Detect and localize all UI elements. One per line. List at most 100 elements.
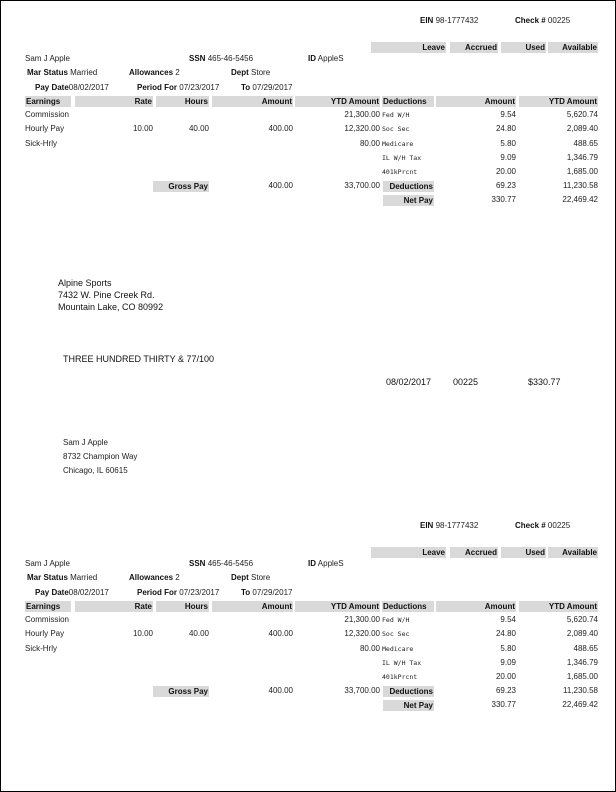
deduction-ytd: 1,685.00 [566,167,598,177]
ein: EIN 98-1777432 [420,16,479,25]
earning-ytd: 80.00 [359,138,380,148]
deduction-name: Medicare [382,139,414,148]
pay-date: Pay Date08/02/2017 [35,588,109,597]
allowances: Allowances 2 [129,573,180,582]
used-header: Used [501,547,546,558]
accrued-header: Accrued [450,547,498,558]
leave-header: Leave [371,547,446,558]
deduction-ytd: 1,346.79 [566,657,598,667]
earning-name: Sick-Hrly [25,643,57,653]
deduction-ytd: 1,346.79 [566,152,598,162]
deduction-name: 401kPrcnt [382,168,418,177]
period-to: To 07/29/2017 [241,83,293,92]
net-pay: 330.77 [491,195,516,204]
deduction-ytd: 2,089.40 [566,629,598,639]
ssn: SSN 465-46-5456 [189,559,254,568]
rate-header: Rate [75,601,153,612]
deduction-amount: 9.54 [500,615,516,624]
rate-header: Rate [75,96,153,107]
deduction-name: IL W/H Tax [382,658,422,667]
accrued-header: Accrued [450,42,498,53]
deduction-amount: 24.80 [495,124,516,134]
deduction-name: Soc Sec [382,125,410,134]
gross-pay-label: Gross Pay [153,181,209,192]
deduction-ytd-header: YTD Amount [519,96,598,107]
earning-ytd: 12,320.00 [344,629,380,639]
deduction-name: Fed W/H [382,616,410,624]
earning-name: Commission [25,110,70,119]
gross-pay-label: Gross Pay [153,686,209,697]
gross-ytd: 33,700.00 [344,181,380,190]
deductions-total-label: Deductions [383,686,434,697]
check-number: Check # 00225 [515,16,571,25]
check-number: 00225 [453,377,479,387]
employee-name: Sam J Apple [25,54,70,63]
deduction-amount: 9.09 [500,152,516,162]
deductions-total: 69.23 [495,181,516,190]
hours-header: Hours [156,601,209,612]
deduction-ytd: 488.65 [573,138,598,148]
deductions-header: Deductions [382,601,434,612]
employee-id: ID AppleS [308,54,344,63]
deduction-amount: 9.54 [500,110,516,119]
deduction-ytd: 5,620.74 [566,110,598,119]
net-pay-label: Net Pay [383,700,434,711]
employee-id: ID AppleS [308,559,344,568]
payee-address: 8732 Champion Way [63,452,138,461]
earning-ytd: 21,300.00 [344,615,380,624]
amount-words: THREE HUNDRED THIRTY & 77/100 [63,354,215,364]
deduction-name: 401kPrcnt [382,673,418,682]
deductions-ytd: 11,230.58 [563,181,598,190]
used-header: Used [501,42,546,53]
net-ytd: 22,469.42 [562,700,598,709]
period-for: Period For 07/23/2017 [137,83,220,92]
deductions-total: 69.23 [495,686,516,695]
department: Dept Store [231,573,271,582]
deductions-header: Deductions [382,96,434,107]
ytd-amount-header: YTD Amount [295,96,380,107]
earnings-header: Earnings [25,96,71,107]
earning-hours: 40.00 [188,629,209,639]
earning-name: Hourly Pay [25,629,65,639]
company-address: 7432 W. Pine Creek Rd. [58,290,155,300]
earning-name: Commission [25,615,70,624]
ein: EIN 98-1777432 [420,521,479,530]
deduction-ytd: 488.65 [573,643,598,653]
net-pay-label: Net Pay [383,195,434,206]
ssn: SSN 465-46-5456 [189,54,254,63]
deduction-amount: 20.00 [495,672,516,682]
deduction-amount: 24.80 [495,629,516,639]
earning-hours: 40.00 [188,124,209,134]
deduction-ytd: 2,089.40 [566,124,598,134]
marital-status: Mar Status Married [27,68,98,77]
payee-city: Chicago, IL 60615 [63,466,128,475]
payee-name: Sam J Apple [63,438,108,447]
earning-ytd: 12,320.00 [344,124,380,134]
earning-amount: 400.00 [268,124,293,134]
deduction-name: Fed W/H [382,111,410,119]
period-to: To 07/29/2017 [241,588,293,597]
earning-ytd: 21,300.00 [344,110,380,119]
available-header: Available [548,547,598,558]
ytd-amount-header: YTD Amount [295,601,380,612]
deductions-ytd: 11,230.58 [563,686,598,695]
check-number: Check # 00225 [515,521,571,530]
earning-name: Hourly Pay [25,124,65,134]
allowances: Allowances 2 [129,68,180,77]
hours-header: Hours [156,96,209,107]
deduction-amount-header: Amount [436,96,516,107]
marital-status: Mar Status Married [27,573,98,582]
check-amount: $330.77 [528,377,561,387]
deduction-ytd: 1,685.00 [566,672,598,682]
deduction-ytd-header: YTD Amount [519,601,598,612]
deduction-amount: 20.00 [495,167,516,177]
company-city: Mountain Lake, CO 80992 [58,302,164,312]
gross-pay: 400.00 [268,181,293,190]
amount-header: Amount [212,96,293,107]
net-pay: 330.77 [491,700,516,709]
earnings-header: Earnings [25,601,71,612]
deduction-amount: 5.80 [500,643,516,653]
pay-stub-top: EIN 98-1777432 Check # 00225 Leave Accru… [1,1,615,221]
gross-pay: 400.00 [268,686,293,695]
